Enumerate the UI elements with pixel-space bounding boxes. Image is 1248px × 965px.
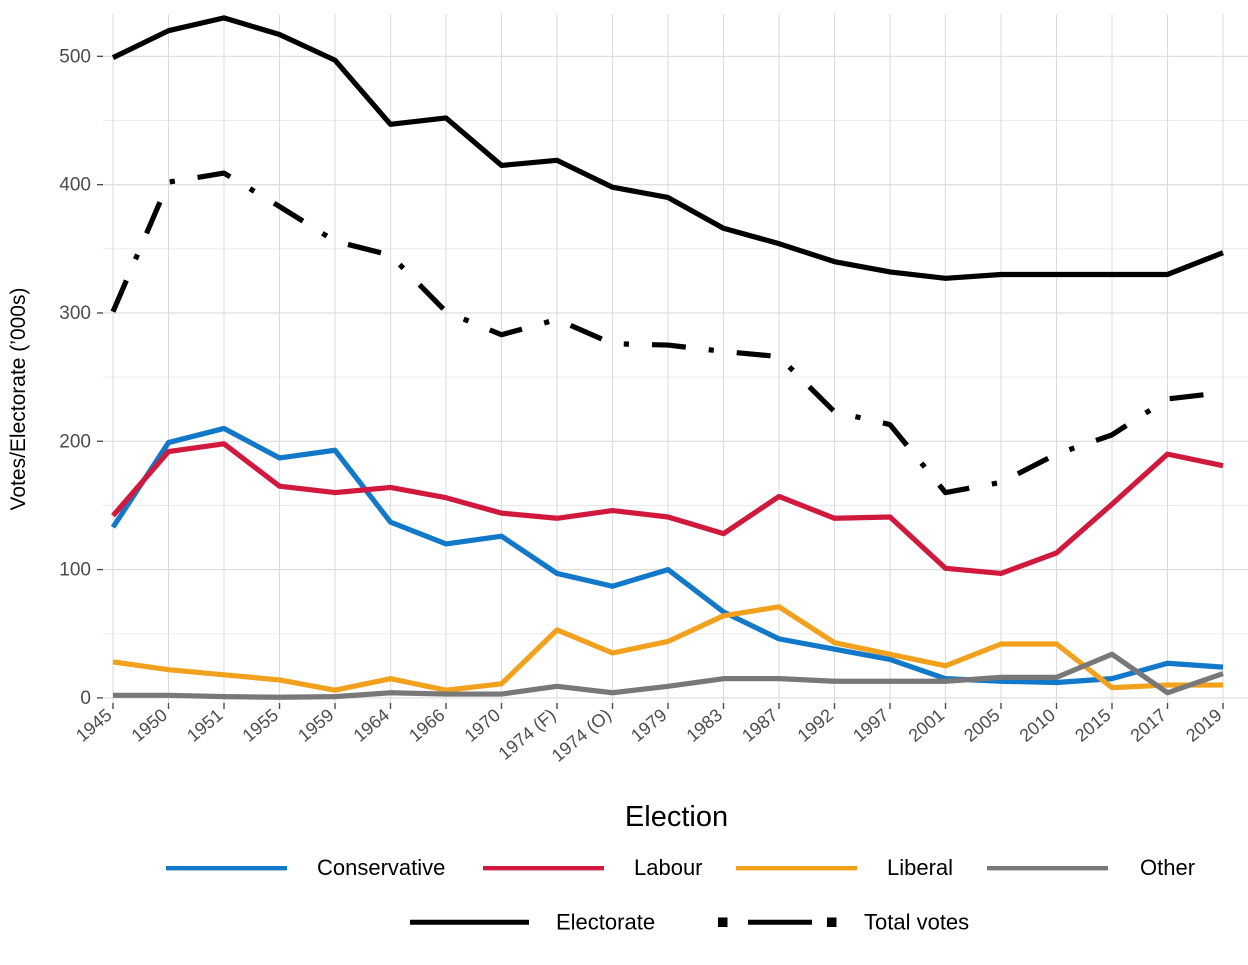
svg-text:Other: Other xyxy=(1140,855,1195,880)
svg-text:Votes/Electorate (’000s): Votes/Electorate (’000s) xyxy=(7,288,30,511)
svg-text:200: 200 xyxy=(59,431,91,452)
svg-text:Total votes: Total votes xyxy=(864,909,969,934)
svg-text:Labour: Labour xyxy=(634,855,703,880)
svg-text:Liberal: Liberal xyxy=(887,855,953,880)
svg-text:Electorate: Electorate xyxy=(556,909,655,934)
svg-text:300: 300 xyxy=(59,303,91,324)
svg-text:Election: Election xyxy=(625,801,728,833)
svg-text:500: 500 xyxy=(59,46,91,67)
svg-text:0: 0 xyxy=(80,688,91,709)
svg-text:400: 400 xyxy=(59,175,91,196)
svg-text:100: 100 xyxy=(59,560,91,581)
svg-text:Conservative: Conservative xyxy=(317,855,445,880)
